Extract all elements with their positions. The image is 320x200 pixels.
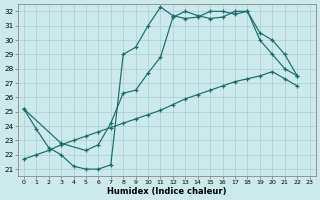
- X-axis label: Humidex (Indice chaleur): Humidex (Indice chaleur): [107, 187, 227, 196]
